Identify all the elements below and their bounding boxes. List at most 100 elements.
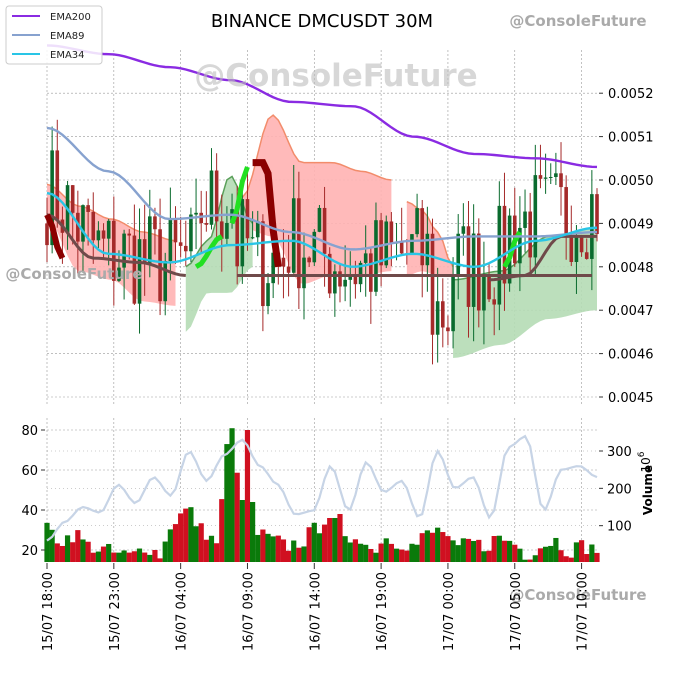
volume-bar (589, 544, 595, 562)
candle-body (410, 234, 414, 254)
volume-left-tick-label: 40 (21, 504, 38, 519)
candle-body (291, 198, 296, 273)
volume-bar (363, 544, 369, 562)
volume-bar (106, 543, 112, 562)
candle-body (343, 279, 347, 287)
volume-bar (440, 532, 446, 562)
legend: EMA200 EMA89 EMA34 (5, 5, 103, 65)
candle-body (574, 235, 579, 262)
candle-body (106, 220, 111, 239)
volume-bar (342, 536, 348, 562)
volume-bar (383, 538, 389, 562)
volume-bar (90, 552, 96, 562)
candle-body (158, 229, 162, 302)
candle-body (266, 283, 270, 307)
candle-body (240, 199, 245, 267)
time-tick-label: 16/07 04:00 (175, 572, 190, 651)
volume-bar (481, 551, 487, 562)
volume-bar (162, 541, 168, 562)
volume-bar (234, 472, 240, 562)
volume-bar (255, 534, 261, 562)
watermark-bottom-right: @ConsoleFuture (509, 586, 646, 604)
baseline-bull (194, 234, 224, 269)
volume-bar (270, 536, 276, 562)
candle-body (225, 222, 229, 239)
candle-body (569, 236, 574, 262)
volume-right-tick-label: 100 (607, 520, 632, 535)
volume-bar (496, 535, 502, 562)
candle-body (327, 253, 332, 294)
candle-body (261, 221, 265, 307)
volume-bar (460, 538, 466, 562)
baseline-bear (252, 159, 282, 268)
candle-body (199, 212, 204, 224)
candle-body (476, 233, 481, 311)
candle-body (271, 252, 275, 284)
volume-exponent-power: 6 (637, 451, 647, 457)
volume-bar (404, 550, 410, 562)
bear-cloud-edge (406, 201, 454, 268)
candle-body (440, 301, 445, 328)
candle-body (76, 212, 80, 242)
volume-bar (563, 556, 569, 562)
time-tick-label: 16/07 09:00 (241, 572, 256, 651)
volume-bar (332, 517, 338, 562)
price-tick-label: 0.0046 (608, 348, 654, 363)
volume-bar (578, 540, 585, 562)
bear-cloud-edge (241, 114, 392, 198)
volume-bar (178, 513, 184, 562)
candle-body (430, 233, 435, 335)
volume-bar (229, 428, 235, 562)
volume-bar (49, 529, 55, 562)
volume-bar (111, 552, 117, 562)
candle-body (286, 266, 291, 273)
candle-body (548, 177, 553, 179)
candle-body (564, 187, 568, 237)
candle-body (379, 220, 383, 266)
price-tick-label: 0.0045 (608, 391, 654, 406)
axes: 0.0045 0.0046 0.0047 0.0048 0.0049 0.0050 0.00… (21, 87, 653, 651)
volume-bar (419, 533, 425, 562)
candle-body (312, 231, 317, 263)
volume-bar (393, 548, 400, 562)
time-tick-label: 15/07 18:00 (41, 572, 56, 651)
candle-body (91, 211, 96, 241)
volume-bar (70, 542, 76, 562)
volume-bar (424, 530, 430, 562)
volume-left-tick-label: 60 (21, 464, 38, 479)
volume-bar (476, 539, 482, 562)
volume-line (46, 434, 598, 542)
candle-body (579, 235, 584, 253)
volume-bar (388, 543, 394, 562)
volume-bar (501, 540, 508, 562)
candle-body (163, 260, 168, 302)
volume-bar (337, 514, 343, 562)
volume-bar (75, 530, 81, 562)
candle-body (523, 211, 527, 228)
candle-body (538, 175, 543, 179)
volume-bar (491, 536, 497, 562)
candle-body (363, 253, 368, 263)
candle-body (250, 237, 255, 239)
candle-body (281, 257, 286, 267)
volume-bar (59, 545, 66, 562)
volume-bar (558, 550, 564, 562)
volume-bar (188, 507, 194, 562)
candle-body (96, 230, 101, 241)
candle-body (183, 245, 188, 252)
candle-body (451, 274, 455, 332)
volume-bar (136, 548, 143, 562)
candle-body (543, 177, 548, 179)
volume-bar (121, 550, 127, 562)
volume-bar (54, 543, 60, 562)
trend-line (46, 213, 186, 277)
candle-body (415, 208, 419, 235)
candle-body (112, 220, 116, 281)
bull-cloud (453, 227, 597, 358)
watermark-center: @ConsoleFuture (194, 58, 477, 94)
time-tick-label: 16/07 14:00 (308, 572, 323, 651)
candle-body (502, 205, 507, 284)
candle-body (374, 220, 378, 292)
